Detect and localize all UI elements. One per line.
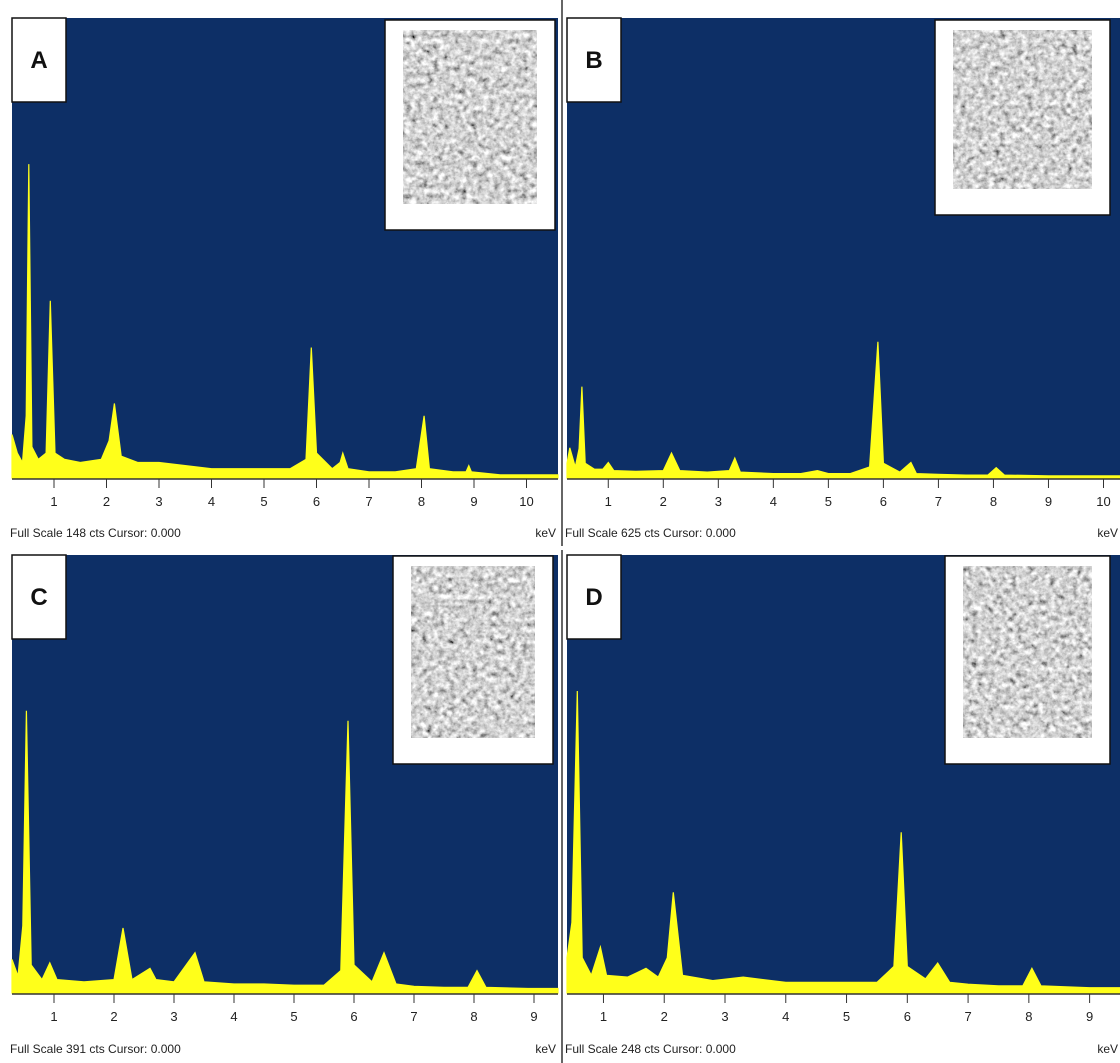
spectrum	[11, 710, 559, 994]
x-tick-label: 5	[825, 494, 832, 509]
x-tick-label: 5	[843, 1009, 850, 1024]
x-tick-label: 5	[260, 494, 267, 509]
x-tick-label: 10	[1096, 494, 1110, 509]
x-tick-label: 1	[605, 494, 612, 509]
panel-label-box	[566, 554, 622, 640]
sem-image	[953, 30, 1092, 189]
x-tick-label: 4	[770, 494, 777, 509]
spectrum	[11, 164, 559, 479]
footer: Full Scale 248 cts Cursor: 0.000	[565, 1042, 736, 1056]
x-tick-label: 2	[661, 1009, 668, 1024]
x-tick-label: 1	[50, 1009, 57, 1024]
x-tick-label: 7	[935, 494, 942, 509]
x-tick-label: 7	[964, 1009, 971, 1024]
x-unit: keV	[1097, 526, 1118, 540]
x-tick-label: 4	[230, 1009, 237, 1024]
panel-label: B	[585, 47, 602, 74]
x-tick-label: 1	[600, 1009, 607, 1024]
footer: Full Scale 391 cts Cursor: 0.000	[10, 1042, 181, 1056]
x-unit: keV	[535, 1042, 556, 1056]
x-tick-label: 6	[880, 494, 887, 509]
x-tick-label: 10	[519, 494, 533, 509]
panel-label: D	[585, 584, 602, 611]
x-tick-label: 9	[530, 1009, 537, 1024]
panel-label-box	[11, 554, 67, 640]
x-tick-label: 9	[470, 494, 477, 509]
x-tick-label: 9	[1045, 494, 1052, 509]
x-tick-label: 8	[470, 1009, 477, 1024]
x-tick-label: 3	[155, 494, 162, 509]
x-tick-label: 7	[365, 494, 372, 509]
panel-label-box	[566, 17, 622, 103]
x-tick-label: 1	[50, 494, 57, 509]
x-tick-label: 3	[721, 1009, 728, 1024]
panel-label: C	[30, 584, 47, 611]
x-unit: keV	[535, 526, 556, 540]
panel-label: A	[30, 47, 47, 74]
footer: Full Scale 148 cts Cursor: 0.000	[10, 526, 181, 540]
x-tick-label: 3	[715, 494, 722, 509]
x-unit: keV	[1097, 1042, 1118, 1056]
x-tick-label: 9	[1086, 1009, 1093, 1024]
x-tick-label: 5	[290, 1009, 297, 1024]
sem-image	[963, 566, 1092, 738]
x-tick-label: 2	[103, 494, 110, 509]
x-tick-label: 4	[208, 494, 215, 509]
sem-image	[411, 566, 535, 738]
footer: Full Scale 625 cts Cursor: 0.000	[565, 526, 736, 540]
x-tick-label: 2	[110, 1009, 117, 1024]
x-tick-label: 7	[410, 1009, 417, 1024]
x-tick-label: 6	[350, 1009, 357, 1024]
panel-label-box	[11, 17, 67, 103]
x-tick-label: 2	[660, 494, 667, 509]
x-tick-label: 8	[990, 494, 997, 509]
x-tick-label: 4	[782, 1009, 789, 1024]
sem-image	[403, 30, 537, 204]
x-tick-label: 8	[418, 494, 425, 509]
spectrum	[566, 690, 1120, 994]
spectrum	[566, 341, 1120, 479]
x-tick-label: 6	[313, 494, 320, 509]
x-tick-label: 3	[170, 1009, 177, 1024]
x-tick-label: 8	[1025, 1009, 1032, 1024]
x-tick-label: 6	[904, 1009, 911, 1024]
